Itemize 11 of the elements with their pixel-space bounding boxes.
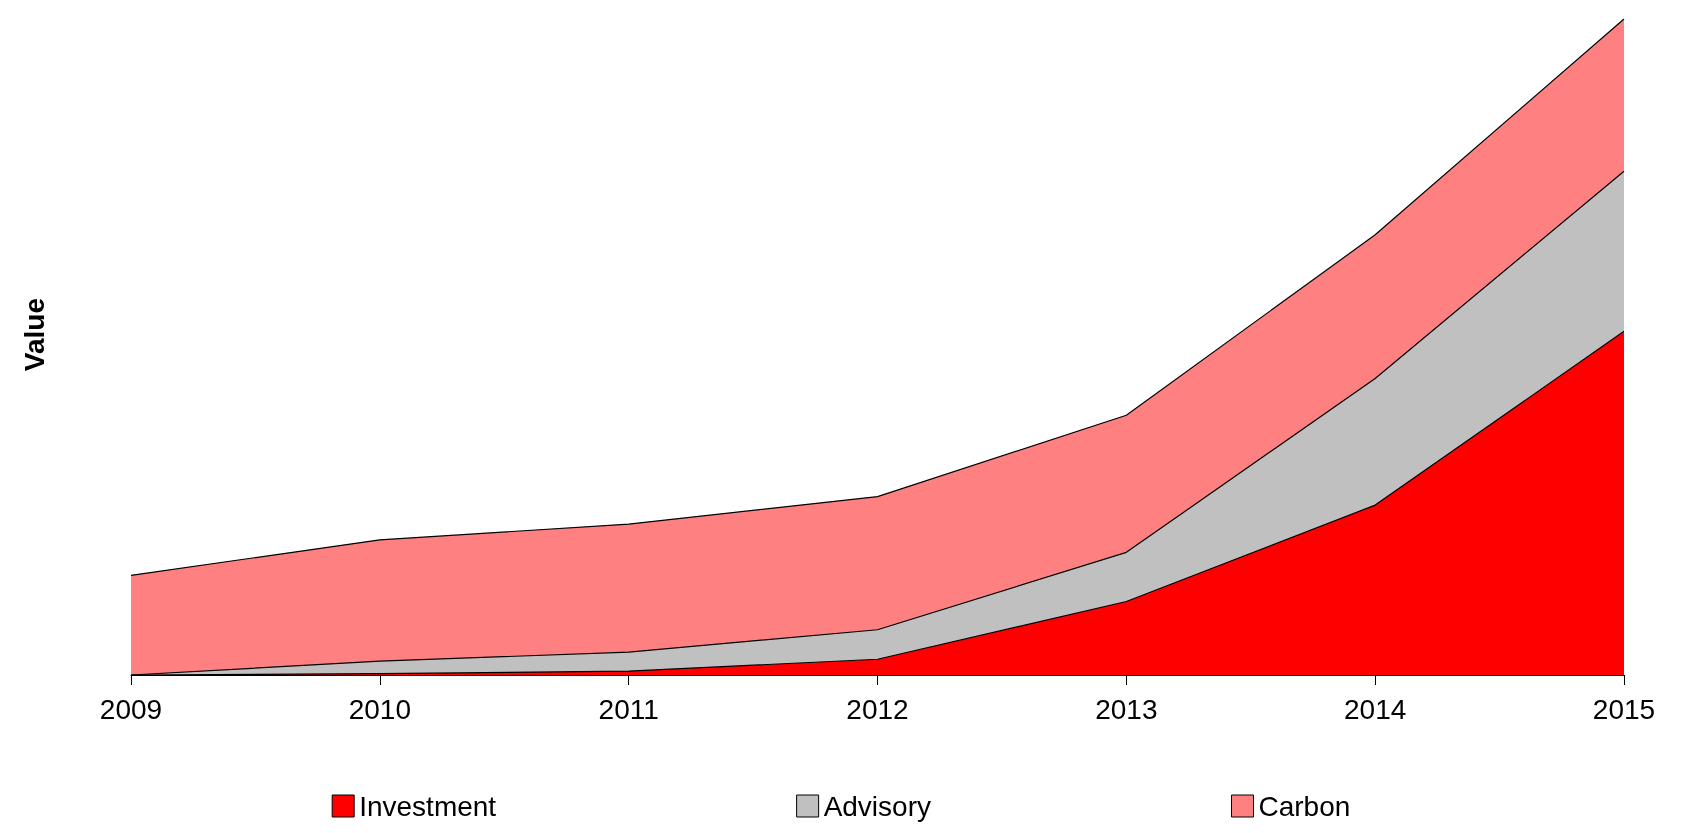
- x-tick-label: 2011: [598, 693, 659, 725]
- x-tick-label: 2014: [1344, 693, 1407, 725]
- x-tick-label: 2010: [348, 693, 411, 725]
- y-axis-title: Value: [18, 297, 50, 372]
- legend-label: Carbon: [1258, 790, 1351, 822]
- x-tick-label: 2013: [1095, 693, 1158, 725]
- x-tick-label: 2015: [1592, 693, 1656, 725]
- legend-label: Advisory: [823, 790, 931, 822]
- legend-label: Investment: [359, 790, 497, 822]
- x-tick-label: 2012: [846, 693, 909, 725]
- x-tick-label: 2009: [99, 693, 163, 725]
